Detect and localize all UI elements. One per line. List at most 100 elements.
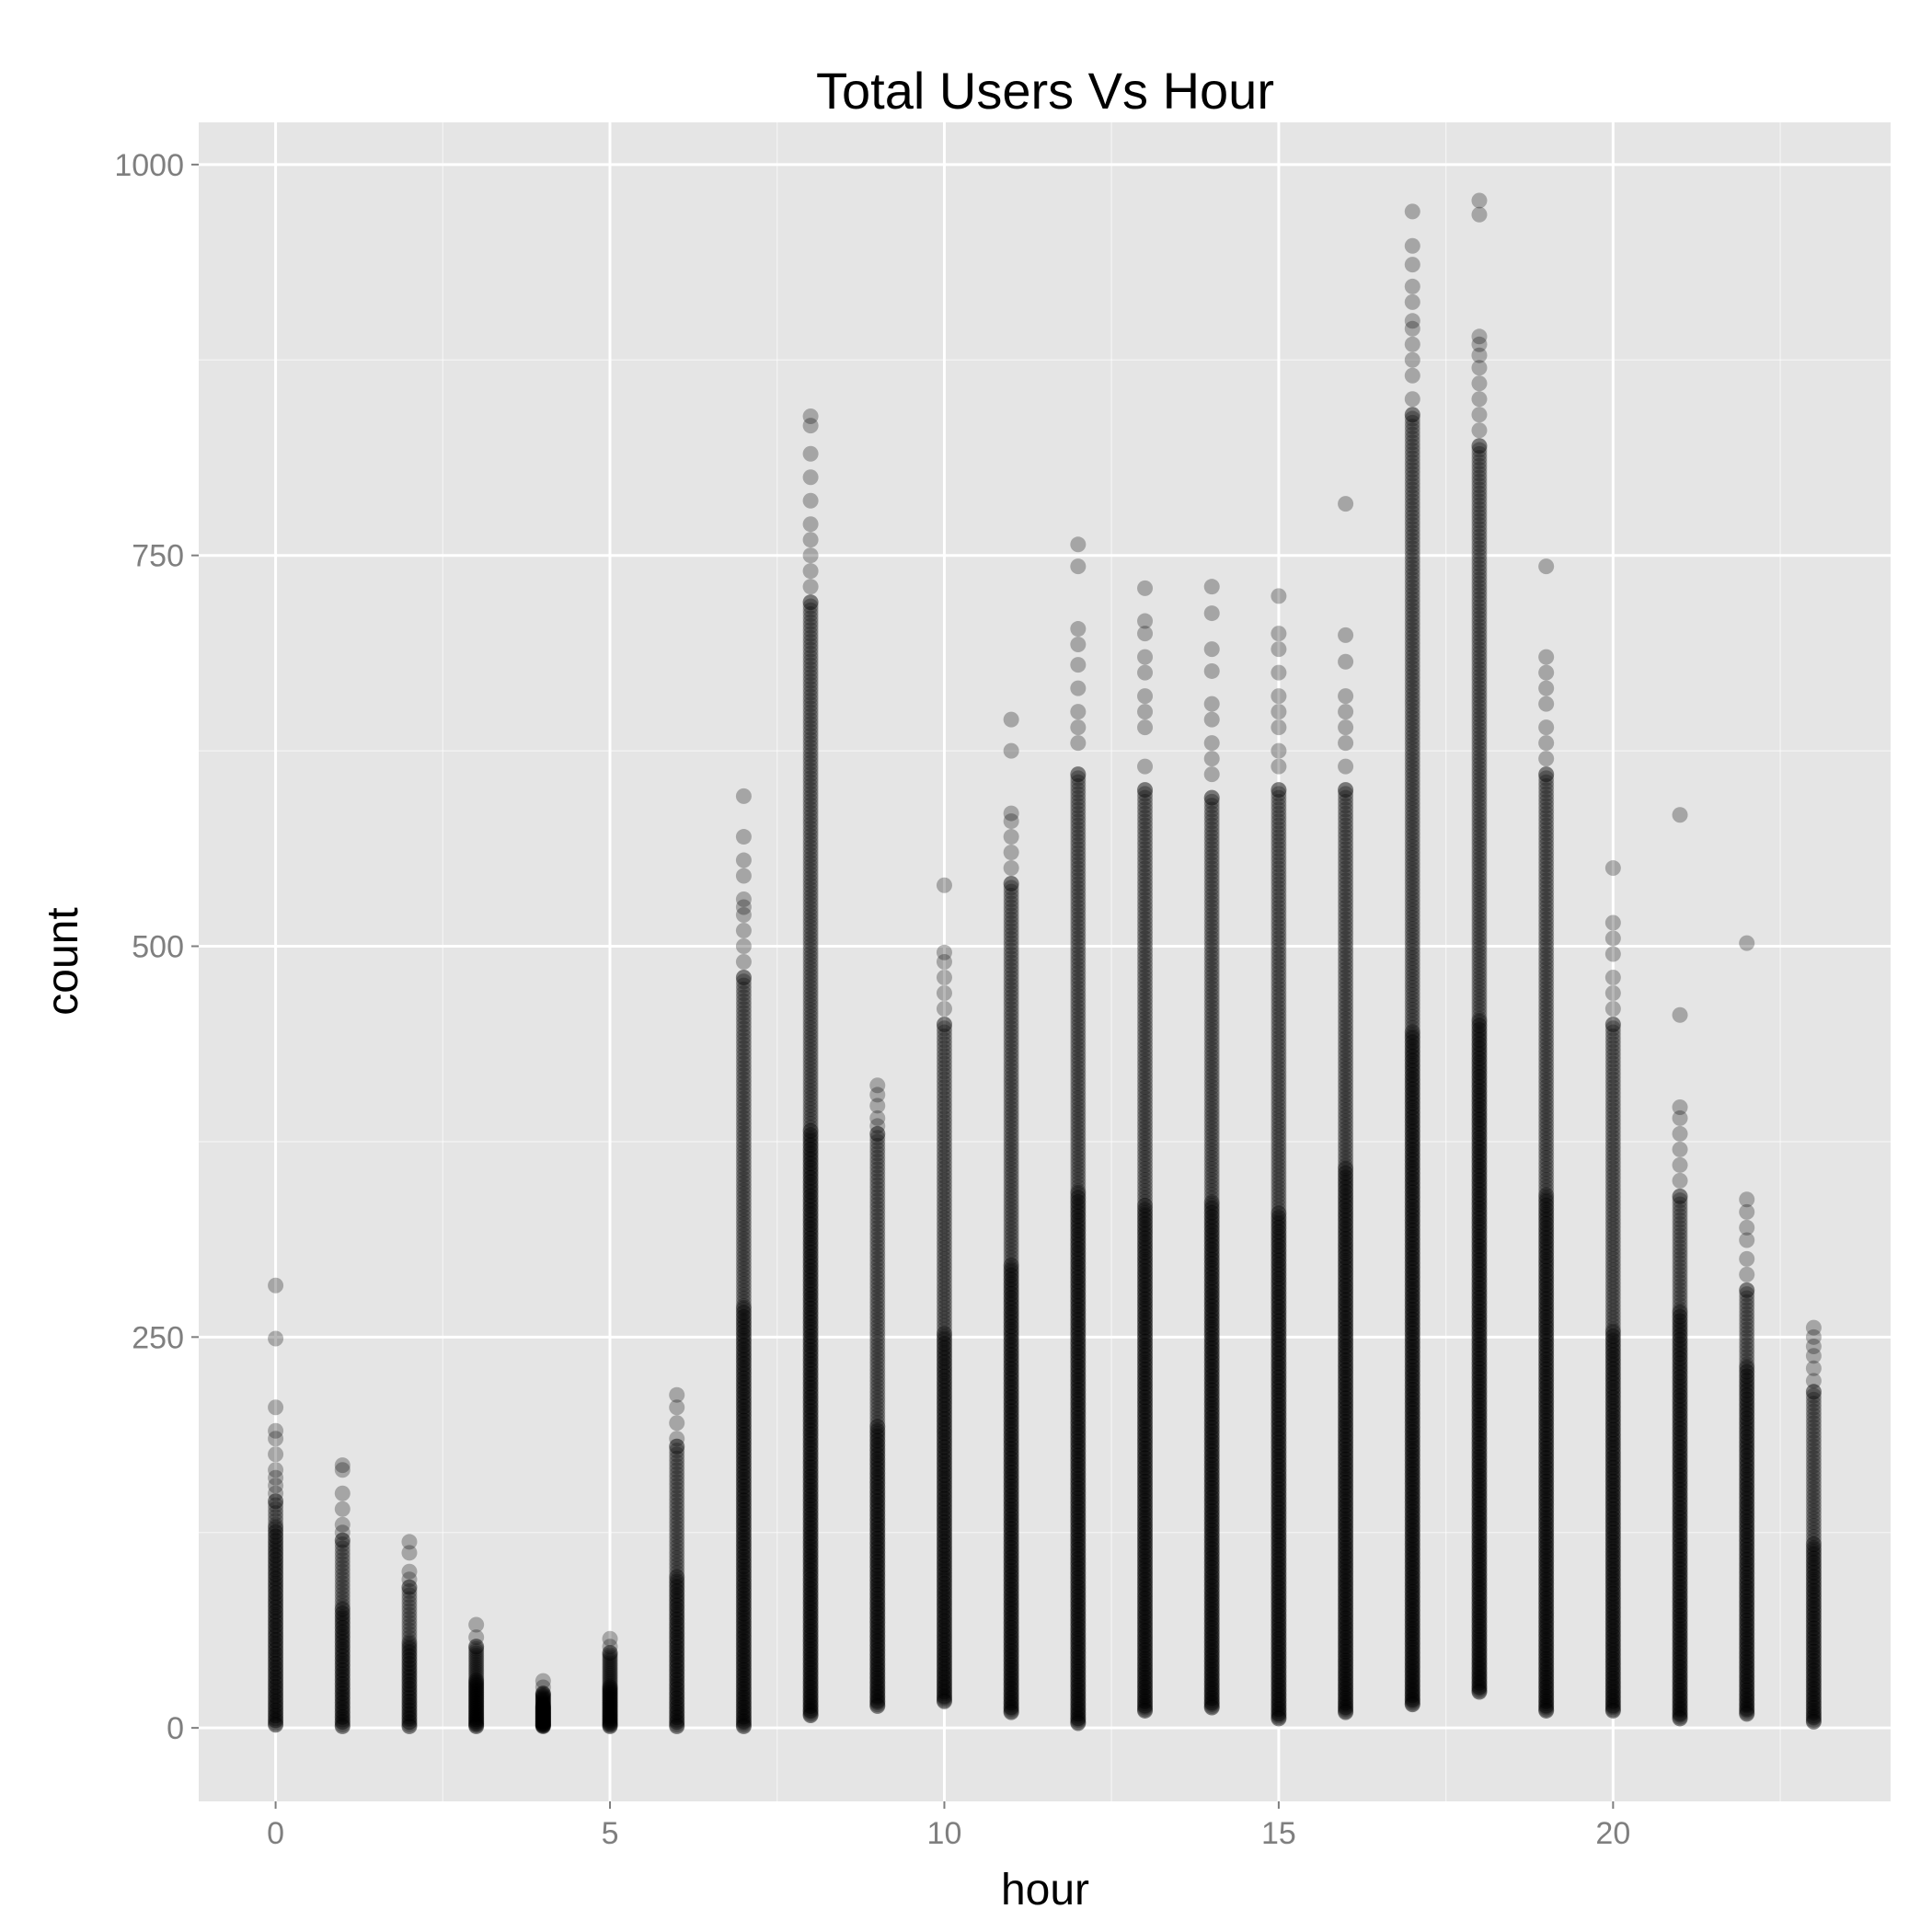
- data-point: [268, 1422, 284, 1439]
- data-point: [468, 1708, 485, 1724]
- data-point: [1271, 588, 1287, 604]
- data-point: [468, 1697, 485, 1714]
- data-point: [669, 1690, 685, 1707]
- data-point: [669, 1684, 685, 1700]
- data-point: [334, 1593, 351, 1610]
- data-point: [268, 1697, 284, 1714]
- data-point: [268, 1524, 284, 1541]
- data-point: [401, 1633, 418, 1650]
- data-point: [602, 1679, 618, 1696]
- data-point: [1271, 664, 1287, 681]
- data-point: [268, 1596, 284, 1613]
- data-point: [401, 1708, 418, 1725]
- data-point: [268, 1501, 284, 1517]
- data-point: [602, 1707, 618, 1723]
- data-point: [1137, 758, 1154, 775]
- data-point: [401, 1718, 418, 1734]
- data-points: [268, 192, 1822, 1734]
- data-point: [468, 1665, 485, 1682]
- data-point: [669, 1618, 685, 1635]
- data-point: [535, 1701, 551, 1718]
- data-point: [468, 1676, 485, 1693]
- data-point: [669, 1601, 685, 1617]
- data-point: [535, 1703, 551, 1719]
- data-point: [669, 1569, 685, 1585]
- data-point: [334, 1718, 351, 1734]
- data-point: [602, 1647, 618, 1663]
- data-point: [268, 1566, 284, 1582]
- data-point: [802, 1122, 819, 1139]
- data-point: [401, 1690, 418, 1707]
- data-point: [936, 1326, 952, 1342]
- data-point: [468, 1648, 485, 1664]
- data-point: [268, 1672, 284, 1688]
- data-point: [268, 1544, 284, 1560]
- data-point: [669, 1446, 685, 1463]
- data-point: [401, 1651, 418, 1668]
- data-point: [334, 1648, 351, 1664]
- data-point: [268, 1585, 284, 1602]
- data-point: [602, 1683, 618, 1699]
- data-point: [1404, 237, 1420, 254]
- data-point: [268, 1717, 284, 1733]
- data-point: [1137, 688, 1154, 705]
- data-point: [334, 1605, 351, 1622]
- data-point: [1338, 1160, 1354, 1177]
- data-point: [1271, 704, 1287, 720]
- data-point: [535, 1708, 551, 1724]
- data-point: [535, 1685, 551, 1702]
- data-point: [669, 1672, 685, 1688]
- data-point: [468, 1686, 485, 1703]
- data-point: [334, 1685, 351, 1702]
- data-point: [268, 1570, 284, 1587]
- data-point: [669, 1646, 685, 1662]
- data-point: [1137, 626, 1154, 642]
- data-point: [735, 1696, 752, 1713]
- data-point: [669, 1516, 685, 1533]
- data-point: [602, 1695, 618, 1711]
- data-point: [669, 1531, 685, 1547]
- data-point: [334, 1616, 351, 1633]
- data-point: [334, 1714, 351, 1731]
- data-point: [268, 1702, 284, 1719]
- data-point: [602, 1685, 618, 1701]
- data-point: [1271, 626, 1287, 642]
- major-gridlines: [199, 122, 1891, 1801]
- data-point: [669, 1653, 685, 1670]
- data-point: [1137, 719, 1154, 736]
- data-point: [334, 1613, 351, 1629]
- data-point: [602, 1696, 618, 1713]
- data-point: [1070, 621, 1087, 638]
- data-point: [669, 1628, 685, 1645]
- data-point: [535, 1707, 551, 1723]
- data-point: [535, 1701, 551, 1718]
- data-point: [401, 1684, 418, 1700]
- data-point: [268, 1682, 284, 1698]
- data-point: [535, 1679, 551, 1696]
- data-point: [401, 1655, 418, 1672]
- data-point: [401, 1702, 418, 1719]
- data-point: [468, 1682, 485, 1698]
- data-point: [268, 1505, 284, 1522]
- data-point: [669, 1593, 685, 1610]
- data-point: [334, 1652, 351, 1669]
- data-point: [268, 1660, 284, 1676]
- data-point: [268, 1655, 284, 1672]
- data-point: [535, 1694, 551, 1710]
- data-point: [535, 1712, 551, 1729]
- data-point: [1338, 735, 1354, 752]
- data-point: [602, 1718, 618, 1734]
- data-point: [468, 1640, 485, 1657]
- data-point: [468, 1667, 485, 1684]
- data-point: [268, 1570, 284, 1587]
- data-point: [334, 1688, 351, 1705]
- data-point: [468, 1674, 485, 1691]
- data-point: [268, 1562, 284, 1579]
- data-point: [334, 1536, 351, 1553]
- data-point: [669, 1629, 685, 1646]
- data-point: [1070, 536, 1087, 553]
- data-point: [602, 1677, 618, 1694]
- hour-column: [1070, 536, 1087, 1731]
- data-point: [334, 1666, 351, 1683]
- data-point: [268, 1528, 284, 1545]
